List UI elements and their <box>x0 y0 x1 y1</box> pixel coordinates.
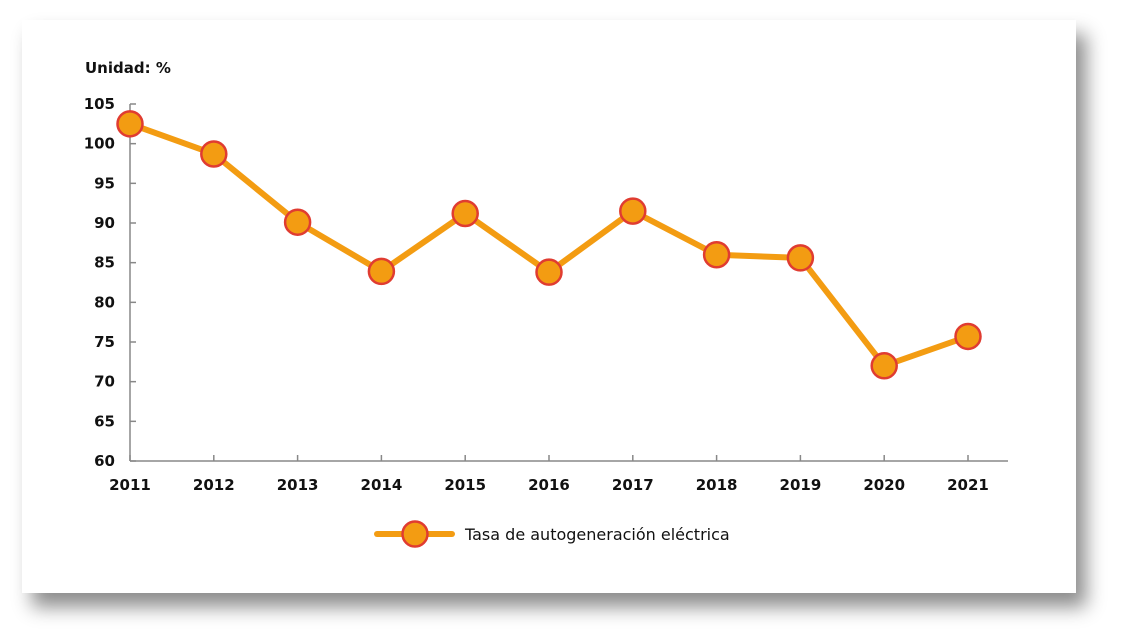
x-tick-label: 2012 <box>193 476 235 494</box>
x-tick-label: 2013 <box>277 476 319 494</box>
series-layer <box>116 110 982 380</box>
x-tick-label: 2021 <box>947 476 989 494</box>
data-point-2013 <box>283 208 312 236</box>
y-axis: 60 65 70 75 80 85 90 95 100 105 <box>84 95 136 470</box>
data-point-2018 <box>702 240 731 269</box>
y-tick-label: 60 <box>94 452 115 470</box>
legend: Tasa de autogeneración eléctrica <box>374 520 730 548</box>
series-line <box>127 120 971 369</box>
data-point-2016 <box>535 258 563 286</box>
y-tick-label: 95 <box>94 174 115 192</box>
x-tick-label: 2019 <box>780 476 822 494</box>
x-tick-label: 2018 <box>696 476 738 494</box>
y-tick-label: 100 <box>84 135 115 153</box>
data-point-2017 <box>619 197 647 225</box>
unit-label: Unidad: % <box>85 59 171 77</box>
x-tick-label: 2016 <box>528 476 570 494</box>
y-tick-label: 70 <box>94 373 115 391</box>
y-tick-label: 75 <box>94 333 115 351</box>
data-point-2015 <box>451 199 479 228</box>
data-point-2021 <box>954 322 982 351</box>
data-point-2020 <box>870 352 898 380</box>
x-axis: 2011 2012 2013 2014 2015 2016 2017 2018 2019 2020… <box>109 455 1008 494</box>
y-tick-label: 85 <box>94 254 115 272</box>
data-point-2011 <box>116 110 144 138</box>
legend-marker-swatch <box>401 520 429 548</box>
data-point-2014 <box>367 257 396 286</box>
y-tick-label: 80 <box>94 293 115 311</box>
y-tick-label: 65 <box>94 412 115 430</box>
legend-label: Tasa de autogeneración eléctrica <box>464 525 730 544</box>
data-point-2019 <box>786 244 815 272</box>
x-tick-label: 2020 <box>863 476 905 494</box>
y-tick-label: 105 <box>84 95 115 113</box>
chart-card: Unidad: % 60 65 70 75 80 85 90 95 100 105 2011 201… <box>22 20 1076 593</box>
x-tick-label: 2011 <box>109 476 151 494</box>
x-tick-label: 2017 <box>612 476 654 494</box>
data-point-2012 <box>200 140 228 168</box>
x-tick-label: 2015 <box>444 476 486 494</box>
x-tick-label: 2014 <box>361 476 403 494</box>
y-tick-label: 90 <box>94 214 115 232</box>
